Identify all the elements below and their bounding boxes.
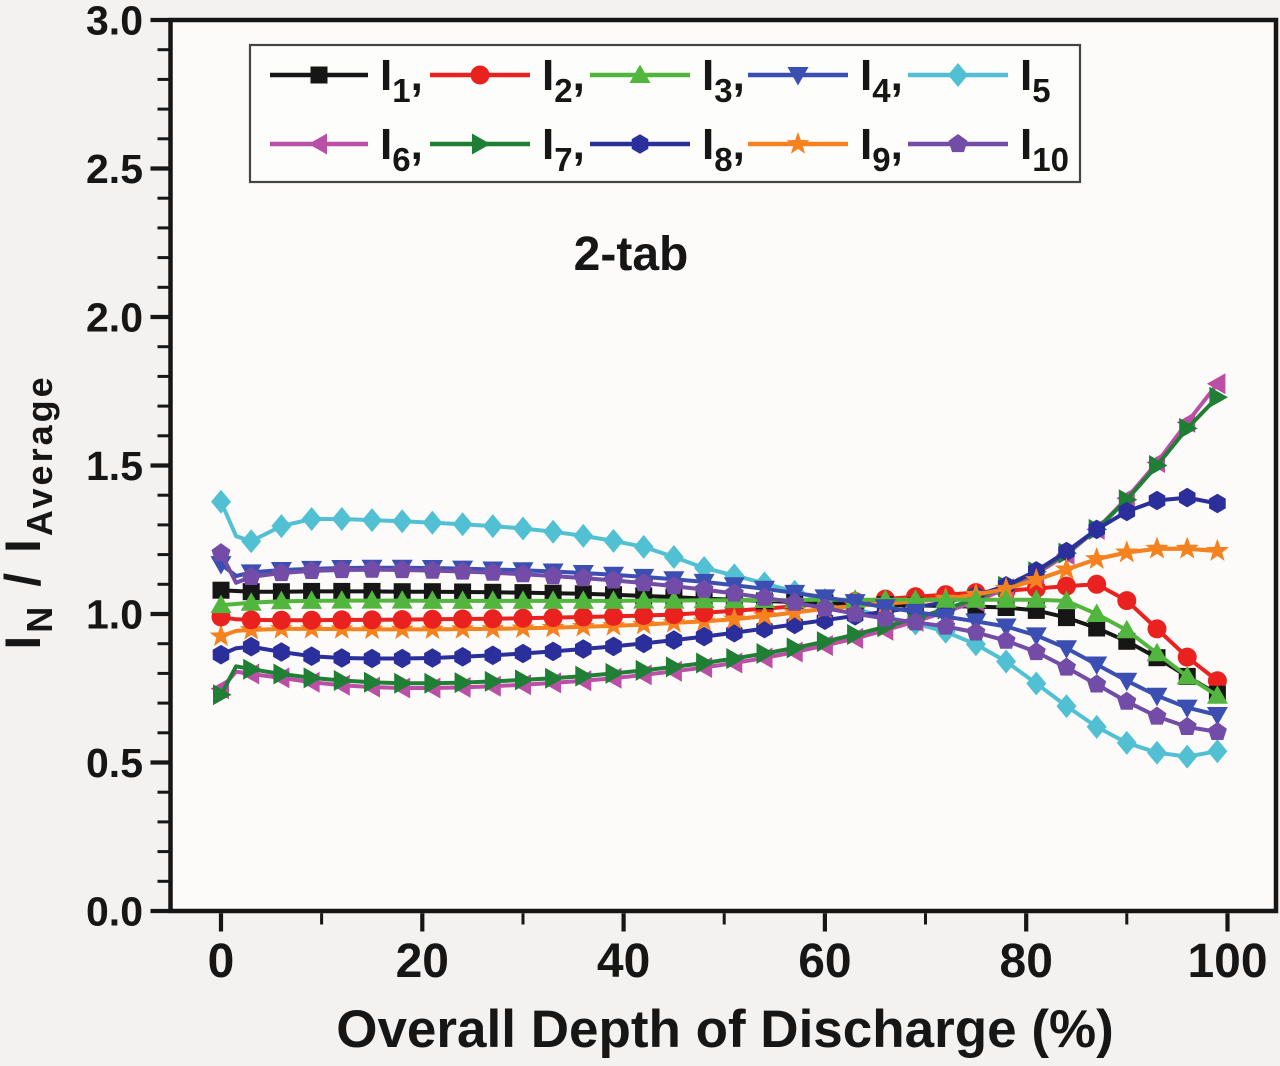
- svg-text:1.5: 1.5: [86, 443, 143, 489]
- svg-text:80: 80: [1000, 935, 1053, 988]
- svg-text:I1,: I1,: [380, 51, 423, 109]
- svg-text:40: 40: [597, 935, 650, 988]
- svg-text:0.0: 0.0: [86, 889, 143, 935]
- svg-text:I9,: I9,: [860, 120, 903, 178]
- svg-text:0: 0: [208, 935, 235, 988]
- svg-text:3.0: 3.0: [86, 0, 143, 44]
- svg-text:I10: I10: [1020, 120, 1069, 178]
- svg-text:I4,: I4,: [860, 51, 903, 109]
- svg-text:60: 60: [798, 935, 851, 988]
- svg-text:Overall Depth of Discharge (%): Overall Depth of Discharge (%): [336, 1000, 1114, 1059]
- svg-text:20: 20: [396, 935, 449, 988]
- svg-text:2.0: 2.0: [86, 295, 143, 341]
- svg-text:100: 100: [1187, 935, 1267, 988]
- svg-text:I2,: I2,: [542, 51, 585, 109]
- svg-text:2-tab: 2-tab: [574, 228, 689, 281]
- svg-text:1.0: 1.0: [86, 592, 143, 638]
- svg-text:0.5: 0.5: [86, 740, 143, 786]
- svg-text:2.5: 2.5: [86, 146, 143, 192]
